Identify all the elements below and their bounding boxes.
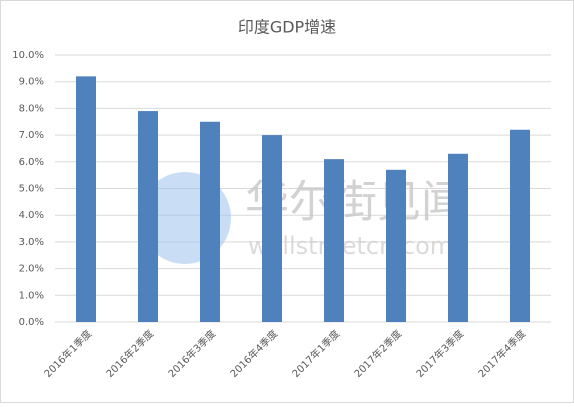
y-tick-label: 7.0% [19, 130, 44, 141]
bar [386, 169, 406, 322]
y-tick-label: 9.0% [19, 77, 44, 88]
y-tick-label: 0.0% [19, 317, 44, 328]
watermark-site: wallstreetcn.com [248, 232, 453, 260]
bar [448, 153, 468, 322]
y-tick-label: 2.0% [19, 264, 44, 275]
chart-title: 印度GDP增速 [238, 18, 336, 37]
bar [324, 159, 344, 322]
bar [510, 129, 530, 322]
bar [76, 76, 96, 322]
y-tick-label: 10.0% [12, 50, 44, 61]
y-tick-label: 8.0% [19, 103, 44, 114]
y-tick-label: 5.0% [19, 184, 44, 195]
y-tick-label: 1.0% [19, 290, 44, 301]
y-tick-label: 4.0% [19, 210, 44, 221]
y-tick-label: 3.0% [19, 237, 44, 248]
bar [138, 111, 158, 322]
bar [200, 121, 220, 322]
y-tick-label: 6.0% [19, 157, 44, 168]
bar [262, 135, 282, 322]
